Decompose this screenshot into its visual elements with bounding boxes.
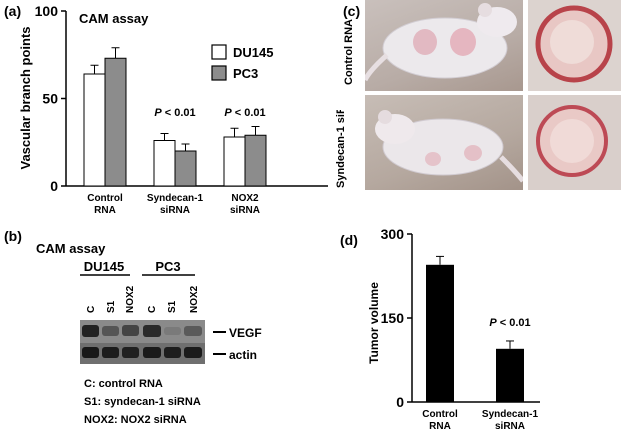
lane-label: C bbox=[86, 306, 97, 313]
row-label-syndecan: Syndecan-1 siRNA bbox=[331, 90, 359, 188]
legend-label: PC3 bbox=[233, 66, 258, 81]
row-label-control: Control RNA bbox=[343, 19, 357, 85]
lane-label: NOX2 bbox=[189, 285, 200, 313]
y-tick-label: 50 bbox=[42, 91, 58, 107]
mouse-illustration bbox=[365, 3, 517, 82]
lane-label: S1 bbox=[106, 300, 117, 313]
x-tick-label: RNA bbox=[94, 205, 116, 216]
x-tick-label: NOX2 bbox=[231, 193, 259, 204]
lane-label: S1 bbox=[167, 300, 178, 313]
panel-b-blot: DU145 PC3 C S1 NOX2 C S1 NOX2 VEGF actin… bbox=[80, 259, 262, 426]
panel-label-b: (b) bbox=[4, 228, 22, 244]
row-label-svg: Syndecan-1 siRNA bbox=[335, 90, 347, 188]
panel-label-d: (d) bbox=[340, 232, 358, 248]
legend-swatch bbox=[211, 44, 227, 60]
lane-label: C bbox=[147, 306, 158, 313]
bar-du145 bbox=[153, 140, 176, 187]
actin-band bbox=[143, 347, 161, 358]
y-tick-label: 0 bbox=[396, 394, 404, 410]
x-tick-label: siRNA bbox=[495, 421, 525, 432]
y-tick-label: 150 bbox=[381, 310, 405, 326]
x-tick-label: Control bbox=[422, 409, 458, 420]
x-tick-label: siRNA bbox=[160, 205, 190, 216]
y-tick-label: 100 bbox=[35, 3, 59, 19]
vegf-band bbox=[184, 326, 202, 336]
cell-line-label: PC3 bbox=[155, 259, 180, 274]
row-label-text: Control RNA bbox=[343, 19, 355, 85]
vegf-band bbox=[164, 327, 181, 335]
vegf-band bbox=[143, 325, 161, 337]
band-label: VEGF bbox=[229, 326, 262, 340]
x-tick-label: Control bbox=[87, 193, 123, 204]
bar-pc3 bbox=[104, 57, 127, 187]
y-axis-label: Vascular branch points bbox=[18, 26, 33, 169]
actin-band bbox=[82, 347, 99, 358]
actin-band bbox=[164, 347, 181, 358]
syndecan-1-mouse-photo bbox=[365, 95, 523, 190]
actin-band bbox=[102, 347, 119, 358]
row-label-text: Syndecan-1 siRNA bbox=[335, 110, 347, 188]
panel-label-a: (a) bbox=[4, 3, 22, 19]
bar bbox=[496, 348, 524, 402]
key-line: NOX2: NOX2 siRNA bbox=[84, 414, 187, 426]
p-value-annotation: P < 0.01 bbox=[224, 107, 265, 119]
bar-pc3 bbox=[244, 134, 267, 187]
legend-label: DU145 bbox=[233, 45, 273, 60]
x-tick-label: Syndecan-1 bbox=[482, 409, 539, 420]
syndecan-1-tumor-photo bbox=[528, 95, 621, 190]
p-value-annotation: P < 0.01 bbox=[154, 107, 195, 119]
cell-line-label: DU145 bbox=[84, 259, 124, 274]
tumor-illustration bbox=[536, 105, 608, 177]
tumor-illustration bbox=[535, 5, 613, 83]
mouse-illustration bbox=[375, 110, 523, 183]
x-tick-label: RNA bbox=[429, 421, 451, 432]
bar-du145 bbox=[223, 136, 246, 187]
legend-swatch bbox=[211, 65, 227, 81]
vegf-band bbox=[102, 326, 119, 336]
x-tick-label: siRNA bbox=[230, 205, 260, 216]
vegf-band bbox=[82, 325, 99, 337]
band-label: actin bbox=[229, 348, 257, 362]
x-tick-label: Syndecan-1 bbox=[147, 193, 204, 204]
bar-pc3 bbox=[174, 150, 197, 187]
panel-b-title: CAM assay bbox=[36, 241, 106, 256]
vegf-band bbox=[122, 325, 139, 336]
chart-title: CAM assay bbox=[79, 11, 149, 26]
p-value-annotation: P < 0.01 bbox=[489, 317, 530, 329]
key-line: C: control RNA bbox=[84, 378, 163, 390]
y-axis-label: Tumor volume bbox=[367, 282, 381, 364]
control-rna-mouse-photo bbox=[365, 0, 523, 91]
lane-label: NOX2 bbox=[125, 285, 136, 313]
y-tick-label: 0 bbox=[50, 178, 58, 194]
control-rna-tumor-photo bbox=[528, 0, 621, 91]
panel-label-c: (c) bbox=[343, 3, 361, 19]
actin-band bbox=[184, 347, 202, 358]
bar bbox=[426, 264, 454, 402]
key-line: S1: syndecan-1 siRNA bbox=[84, 396, 201, 408]
actin-band bbox=[122, 347, 139, 358]
bar-du145 bbox=[83, 73, 106, 187]
y-tick-label: 300 bbox=[381, 226, 405, 242]
